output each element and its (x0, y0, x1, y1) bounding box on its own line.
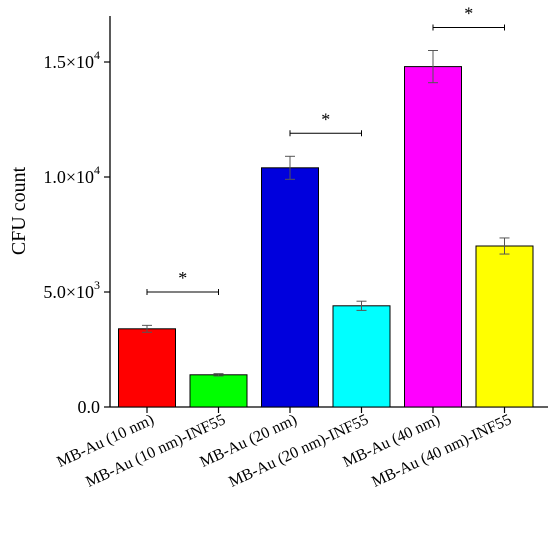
y-tick-label-2: 1.0×104 (43, 163, 100, 187)
y-tick-label-3: 1.5×104 (43, 48, 100, 72)
y-tick-label-1: 5.0×103 (43, 278, 100, 302)
x-tick-label-5: MB-Au (40 nm)-INF55 (369, 411, 514, 491)
bar-1 (189, 374, 248, 408)
bar-5 (475, 245, 534, 408)
bar-0 (118, 328, 176, 408)
significance-star-1: * (321, 109, 330, 129)
bar-2 (261, 167, 319, 408)
y-axis-label: CFU count (8, 166, 30, 255)
bar-3 (332, 305, 391, 408)
y-tick-label-0: 0.0 (78, 397, 101, 417)
bar-4 (404, 66, 462, 408)
significance-star-0: * (178, 268, 187, 288)
significance-star-2: * (464, 4, 473, 24)
